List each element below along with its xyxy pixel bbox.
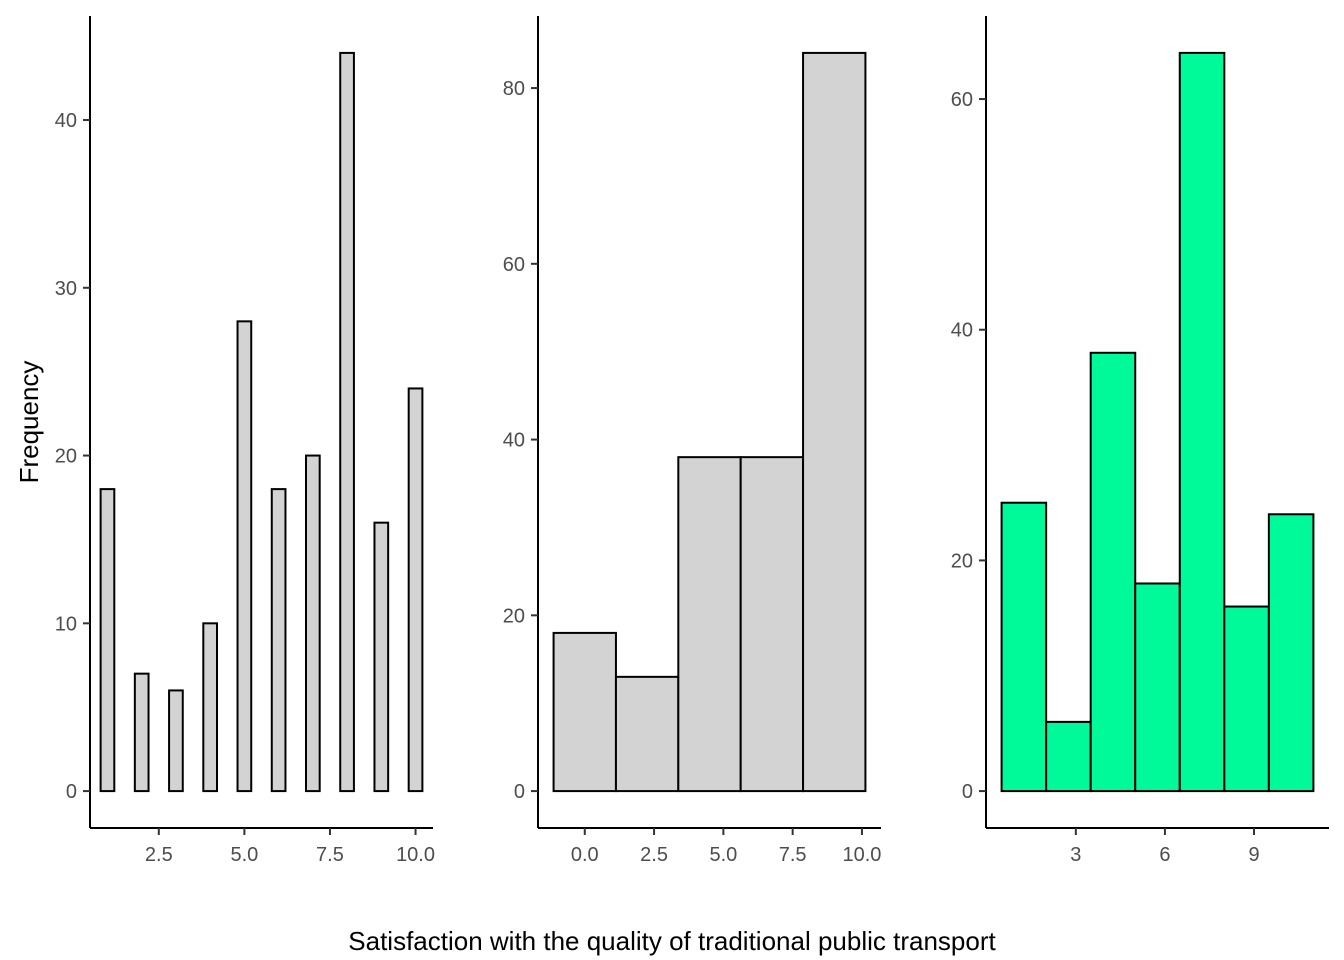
bar-right-5	[1178, 51, 1226, 793]
y-tick-label-middle: 60	[503, 254, 525, 276]
bar-right-1	[1000, 501, 1048, 793]
y-tick-label-left: 40	[55, 110, 77, 132]
y-tick-label-middle: 40	[503, 430, 525, 452]
bar-middle-4	[739, 456, 805, 793]
panel-right: 0 20 40 60 3 6 9	[951, 16, 1329, 866]
bar-middle-1	[552, 631, 617, 793]
bar-left-2	[133, 672, 150, 793]
x-tick-label-right: 9	[1248, 844, 1259, 866]
y-tick-label-right: 0	[962, 781, 973, 803]
x-tick-label-right: 6	[1159, 844, 1170, 866]
x-tick-label-middle: 5.0	[709, 844, 737, 866]
bar-middle-2	[614, 675, 680, 793]
y-tick-label-left: 0	[66, 781, 77, 803]
y-tick-label-left: 10	[55, 613, 77, 635]
x-tick-label-middle: 7.5	[779, 844, 807, 866]
y-tick-label-middle: 20	[503, 605, 525, 627]
y-tick-label-middle: 0	[514, 781, 525, 803]
x-tick-label-left: 10.0	[396, 844, 435, 866]
bar-middle-5	[802, 51, 867, 793]
x-tick-label-left: 2.5	[145, 844, 173, 866]
y-tick-label-right: 40	[951, 320, 973, 342]
y-axis-title: Frequency	[14, 361, 44, 484]
bar-left-4	[202, 622, 218, 793]
x-tick-label-middle: 2.5	[640, 844, 668, 866]
y-tick-label-right: 20	[951, 550, 973, 572]
panel-left: 0 10 20 30 40 2.5 5.0 7.5 10.0	[55, 16, 435, 866]
y-tick-label-right: 60	[951, 89, 973, 111]
bar-right-6	[1223, 605, 1270, 793]
y-tick-label-left: 20	[55, 446, 77, 468]
x-tick-label-middle: 10.0	[842, 844, 881, 866]
bar-left-7	[305, 454, 321, 793]
bar-right-7	[1267, 513, 1315, 793]
bar-right-3	[1089, 351, 1137, 793]
bar-left-10	[407, 387, 424, 793]
x-tick-label-left: 7.5	[316, 844, 344, 866]
bar-left-8	[339, 51, 355, 793]
y-tick-label-left: 30	[55, 278, 77, 300]
bar-middle-3	[677, 456, 742, 793]
y-tick-label-middle: 80	[503, 78, 525, 100]
bar-right-4	[1134, 582, 1181, 793]
x-tick-label-right: 3	[1070, 844, 1081, 866]
bar-right-2	[1045, 720, 1092, 793]
x-tick-label-left: 5.0	[230, 844, 258, 866]
bar-left-5	[236, 320, 253, 793]
bar-left-3	[168, 689, 184, 793]
panel-middle: 0 20 40 60 80 0.0 2.5 5.0 7.5 10.0	[503, 16, 881, 866]
bar-left-1	[99, 488, 116, 793]
bar-left-6	[270, 488, 287, 793]
bar-left-9	[373, 521, 390, 793]
x-tick-label-middle: 0.0	[571, 844, 599, 866]
x-axis-title: Satisfaction with the quality of traditi…	[348, 926, 996, 956]
